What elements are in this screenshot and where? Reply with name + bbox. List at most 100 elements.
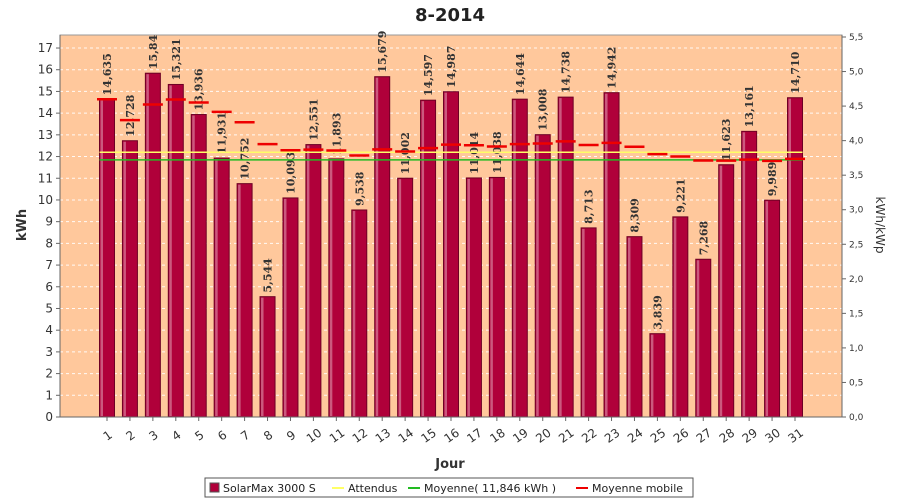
- bar-value-label: 13,008: [537, 88, 550, 130]
- x-tick-label: 30: [762, 426, 783, 446]
- chart-title: 8-2014: [415, 5, 485, 26]
- x-tick-label: 28: [717, 426, 738, 446]
- x-tick-label: 26: [671, 426, 692, 446]
- x-tick-label: 15: [418, 426, 439, 446]
- y2-tick-label: 4,0: [849, 137, 864, 147]
- bar-value-label: 14,987: [445, 46, 458, 88]
- bar-highlight: [490, 178, 493, 416]
- y-tick-label: 5: [45, 301, 53, 315]
- y2-tick-label: 0,0: [849, 413, 864, 423]
- x-tick-label: 27: [694, 426, 715, 446]
- bar-highlight: [582, 228, 585, 416]
- x-tick-label: 18: [487, 426, 508, 446]
- bar-highlight: [352, 210, 356, 416]
- bar-highlight: [719, 165, 723, 416]
- x-tick-label: 29: [740, 426, 761, 446]
- bar-value-label: 9,989: [766, 162, 779, 196]
- legend-swatch-bar: [209, 482, 220, 493]
- bar-value-label: 12,551: [307, 98, 320, 140]
- y-tick-label: 17: [38, 41, 53, 55]
- x-axis-label: Jour: [434, 457, 465, 472]
- x-tick-label: 8: [261, 428, 275, 444]
- bar-value-label: 14,597: [422, 54, 435, 96]
- x-tick-label: 31: [785, 426, 806, 446]
- y-tick-label: 3: [45, 345, 53, 359]
- bar-highlight: [100, 100, 103, 416]
- y2-tick-label: 5,0: [849, 68, 864, 78]
- bar-highlight: [536, 135, 539, 416]
- legend-label-bar: SolarMax 3000 S: [223, 482, 316, 495]
- bar-highlight: [398, 179, 402, 416]
- legend-label-average: Moyenne( 11,846 kWh ): [424, 482, 556, 495]
- x-tick-label: 11: [327, 426, 348, 446]
- y-tick-label: 14: [38, 106, 53, 120]
- legend-label-expected: Attendus: [348, 482, 398, 495]
- bar-value-label: 14,942: [606, 47, 619, 89]
- bar-highlight: [559, 98, 562, 416]
- y2-tick-label: 0,5: [849, 378, 863, 388]
- x-tick-label: 19: [510, 426, 531, 446]
- bar-highlight: [513, 100, 516, 417]
- x-tick-label: 14: [396, 426, 417, 446]
- bar-highlight: [329, 159, 333, 416]
- bar-value-label: 8,309: [628, 198, 641, 232]
- legend-label-moving-average: Moyenne mobile: [592, 482, 683, 495]
- y-tick-label: 1: [45, 388, 53, 402]
- x-tick-label: 16: [441, 426, 462, 446]
- bar-value-label: 13,936: [193, 68, 206, 110]
- x-axis: 1 2 3 4 5 6 7 8 9 10 11 12 13 14 15 16 17 18 19 20 21 22 23 24 2…: [60, 416, 842, 446]
- bar-value-label: 9,221: [674, 178, 687, 212]
- y2-tick-label: 2,5: [849, 240, 863, 250]
- bar-highlight: [169, 85, 172, 416]
- bar-value-label: 11,931: [216, 112, 229, 154]
- x-tick-label: 23: [602, 426, 623, 446]
- bar-value-label: 11,623: [720, 119, 733, 161]
- y2-tick-label: 1,5: [849, 309, 863, 319]
- bar-highlight: [673, 217, 677, 416]
- x-tick-label: 1: [101, 428, 115, 444]
- x-tick-label: 5: [192, 428, 206, 444]
- y2-tick-label: 3,0: [849, 206, 864, 216]
- x-tick-label: 17: [464, 426, 485, 446]
- y2-axis-label: kWh/kWp: [873, 197, 887, 254]
- bar-value-label: 14,738: [560, 51, 573, 93]
- legend: SolarMax 3000 S Attendus Moyenne( 11,846…: [204, 477, 694, 498]
- x-tick-label: 20: [533, 426, 554, 446]
- x-tick-label: 12: [350, 426, 371, 446]
- bar-highlight: [123, 141, 126, 416]
- bar-value-label: 10,093: [284, 152, 297, 194]
- bar-highlight: [444, 92, 447, 416]
- bar-value-label: 14,710: [789, 51, 802, 93]
- y-tick-label: 13: [38, 128, 53, 142]
- y-tick-label: 7: [45, 258, 53, 272]
- bar-value-label: 8,713: [583, 189, 596, 223]
- y-tick-label: 2: [45, 367, 53, 381]
- bar-value-label: 7,268: [697, 220, 710, 255]
- bar-highlight: [421, 101, 425, 417]
- y-tick-label: 0: [45, 410, 53, 424]
- bar-value-label: 15,321: [170, 38, 183, 80]
- y2-axis: 0,0 0,5 1,0 1,5 2,0 2,5 3,0 3,5 4,0 4,5 5,0 5,5: [841, 33, 864, 423]
- y2-tick-label: 3,5: [849, 171, 863, 181]
- bar-value-label: 14,644: [514, 53, 527, 95]
- bar-value-label: 11,893: [330, 113, 343, 155]
- x-tick-label: 6: [215, 428, 229, 444]
- y2-tick-label: 5,5: [849, 33, 863, 43]
- bar-highlight: [192, 115, 195, 416]
- bar-highlight: [627, 237, 631, 416]
- y-tick-label: 12: [38, 150, 53, 164]
- bar-value-label: 13,161: [743, 85, 756, 127]
- x-tick-label: 2: [123, 428, 137, 444]
- bar-value-label: 5,544: [262, 258, 275, 293]
- bar-highlight: [146, 74, 149, 416]
- y-tick-label: 8: [45, 236, 53, 250]
- plot-area: 14,635 12,728 15,84 15,321 13,936 11,931 10,75…: [59, 31, 843, 418]
- x-tick-label: 21: [556, 426, 577, 446]
- bar-value-label: 9,538: [353, 171, 366, 206]
- x-tick-label: 24: [625, 426, 646, 446]
- bar-highlight: [696, 260, 700, 416]
- y-tick-label: 15: [38, 84, 53, 98]
- bar-highlight: [283, 198, 287, 416]
- bar-highlight: [375, 77, 379, 417]
